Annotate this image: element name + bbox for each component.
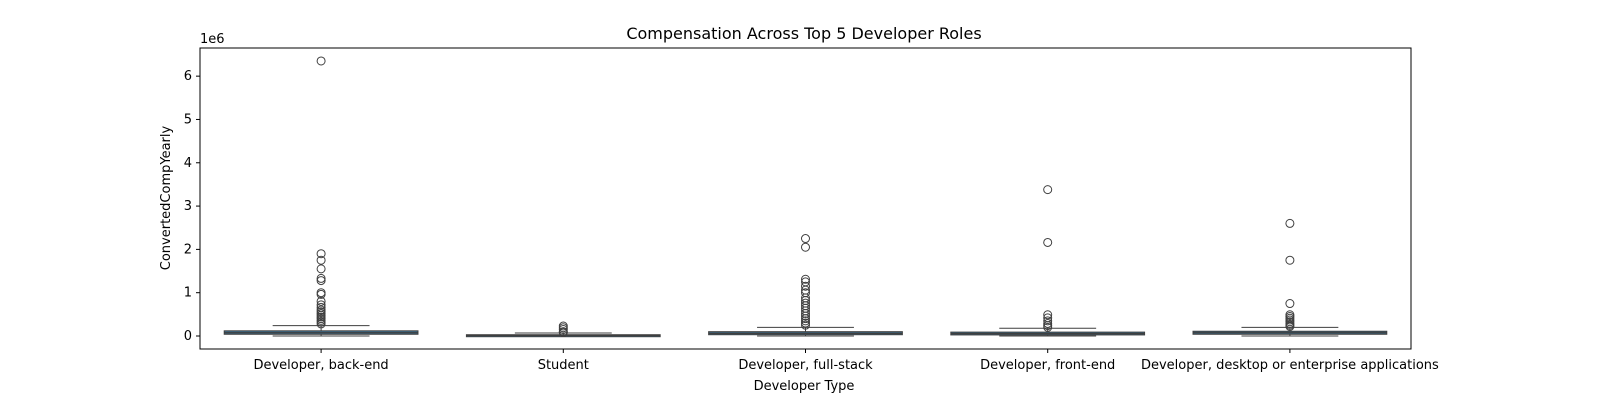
y-tick-label: 5 [184, 112, 192, 127]
outlier-point [801, 242, 810, 252]
y-tick-label: 6 [184, 69, 192, 84]
y-axis-offset-label: 1e6 [200, 32, 225, 47]
outlier-point [801, 311, 810, 321]
x-tick-label: Student [538, 358, 589, 373]
chart-title: Compensation Across Top 5 Developer Role… [626, 24, 981, 43]
y-tick-label: 4 [184, 156, 192, 171]
outlier-point [801, 318, 810, 328]
outlier-point [316, 288, 326, 298]
outlier-point [1285, 299, 1295, 309]
outlier-point [1043, 185, 1053, 195]
y-tick-label: 1 [184, 286, 192, 301]
outlier-point [801, 320, 810, 330]
y-axis-title: ConvertedCompYearly [159, 125, 174, 270]
outlier-point [801, 314, 810, 324]
box-group-5 [1192, 218, 1388, 337]
outlier-point [801, 281, 810, 291]
outlier-point [316, 273, 326, 283]
outlier-point [316, 255, 326, 265]
outlier-point [316, 249, 326, 259]
outlier-point [316, 264, 326, 274]
x-axis: Developer, back-end Student Developer, ful… [253, 349, 1439, 373]
y-axis: 0 1 2 3 4 5 6 [184, 69, 200, 344]
outlier-point [316, 289, 326, 299]
outlier-point [1043, 322, 1053, 332]
box-group-2 [465, 321, 661, 338]
outlier-point [316, 56, 326, 66]
x-tick-label: Developer, back-end [253, 358, 388, 373]
x-tick-label: Developer, front-end [980, 358, 1115, 373]
outlier-point [558, 325, 568, 335]
outlier-point [801, 308, 810, 318]
y-tick-label: 3 [184, 199, 192, 214]
outlier-point [1043, 237, 1053, 247]
y-tick-label: 2 [184, 242, 192, 257]
outlier-point [1285, 321, 1295, 331]
box-group-3 [708, 234, 903, 337]
outlier-point [558, 328, 568, 338]
outlier-point [316, 300, 326, 310]
outlier-point [801, 274, 810, 284]
box-group-1 [223, 56, 419, 337]
plot-area [223, 56, 1388, 338]
outlier-point [1285, 255, 1295, 265]
outlier-point [316, 276, 326, 286]
outlier-point [801, 316, 810, 326]
outlier-point [1043, 310, 1053, 320]
x-axis-title: Developer Type [754, 379, 855, 394]
box-group-4 [950, 185, 1146, 337]
outlier-point [801, 234, 810, 244]
x-tick-label: Developer, full-stack [738, 358, 873, 373]
x-tick-label: Developer, desktop or enterprise applica… [1141, 358, 1439, 373]
outlier-point [316, 296, 326, 306]
outlier-point [1043, 318, 1053, 328]
outlier-point [1043, 316, 1053, 326]
y-tick-label: 0 [184, 329, 192, 344]
outlier-point [316, 319, 326, 329]
outlier-point [1285, 218, 1295, 228]
